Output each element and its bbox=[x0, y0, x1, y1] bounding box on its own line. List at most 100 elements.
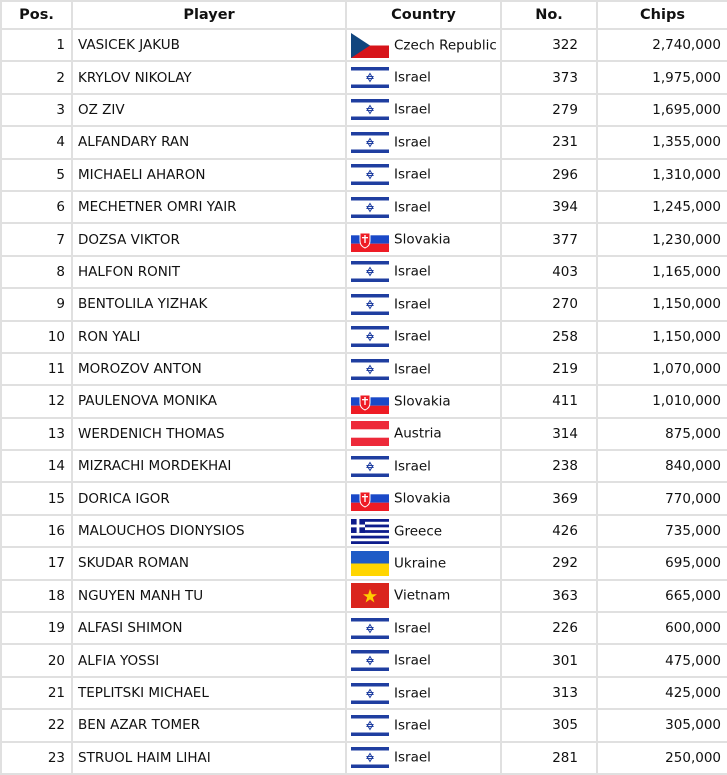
country-cell: Israel bbox=[345, 157, 502, 192]
position: 22 bbox=[0, 708, 73, 743]
flag-gr-icon bbox=[351, 518, 389, 544]
player-name: BENTOLILA YIZHAK bbox=[71, 287, 347, 322]
flag-il-icon bbox=[351, 648, 389, 674]
player-number: 394 bbox=[500, 189, 598, 225]
flag-sk-icon bbox=[351, 388, 389, 414]
position: 23 bbox=[0, 740, 73, 775]
position: 12 bbox=[0, 384, 73, 419]
country-name: Slovakia bbox=[394, 231, 451, 248]
country-cell: Israel bbox=[345, 643, 502, 678]
position: 14 bbox=[0, 449, 73, 484]
table-row: 10 RON YALI Israel 258 1,150,000 bbox=[0, 319, 727, 354]
position: 16 bbox=[0, 513, 73, 549]
table-row: 17 SKUDAR ROMAN Ukraine 292 695,000 bbox=[0, 546, 727, 581]
country-name: Israel bbox=[394, 69, 431, 86]
chip-count: 475,000 bbox=[596, 643, 727, 678]
country-name: Israel bbox=[394, 296, 431, 313]
player-name: RON YALI bbox=[71, 319, 347, 354]
chip-count: 1,010,000 bbox=[596, 384, 727, 419]
chip-count: 735,000 bbox=[596, 513, 727, 549]
flag-il-icon bbox=[351, 712, 389, 738]
position: 8 bbox=[0, 254, 73, 290]
header-country[interactable]: Country bbox=[345, 0, 502, 30]
player-name: ALFIA YOSSI bbox=[71, 643, 347, 678]
chip-count: 1,695,000 bbox=[596, 92, 727, 128]
chip-count: 1,230,000 bbox=[596, 222, 727, 257]
position: 17 bbox=[0, 546, 73, 581]
flag-il-icon bbox=[351, 324, 389, 350]
table-row: 13 WERDENICH THOMAS Austria 314 875,000 bbox=[0, 416, 727, 452]
table-row: 5 MICHAELI AHARON Israel 296 1,310,000 bbox=[0, 157, 727, 192]
position: 19 bbox=[0, 611, 73, 646]
header-pos[interactable]: Pos. bbox=[0, 0, 73, 30]
player-number: 270 bbox=[500, 287, 598, 322]
chip-count: 770,000 bbox=[596, 481, 727, 516]
player-name: WERDENICH THOMAS bbox=[71, 416, 347, 452]
table-row: 8 HALFON RONIT Israel 403 1,165,000 bbox=[0, 254, 727, 290]
flag-il-icon bbox=[351, 615, 389, 641]
header-player[interactable]: Player bbox=[71, 0, 347, 30]
country-name: Israel bbox=[394, 263, 431, 280]
header-row: Pos. Player Country No. Chips bbox=[0, 0, 727, 30]
flag-il-icon bbox=[351, 356, 389, 382]
country-cell: Israel bbox=[345, 319, 502, 354]
chip-count: 840,000 bbox=[596, 449, 727, 484]
position: 20 bbox=[0, 643, 73, 678]
country-name: Israel bbox=[394, 685, 431, 701]
table-row: 7 DOZSA VIKTOR Slovakia 377 1,230,000 bbox=[0, 222, 727, 257]
country-cell: Israel bbox=[345, 351, 502, 387]
table-row: 14 MIZRACHI MORDEKHAI Israel 238 840,000 bbox=[0, 449, 727, 484]
flag-vn-icon bbox=[351, 583, 389, 609]
flag-il-icon bbox=[351, 162, 389, 188]
player-number: 313 bbox=[500, 675, 598, 711]
country-name: Israel bbox=[394, 166, 431, 183]
player-name: DORICA IGOR bbox=[71, 481, 347, 516]
table-row: 1 VASICEK JAKUB Czech Republic 322 2,740… bbox=[0, 27, 727, 63]
player-name: OZ ZIV bbox=[71, 92, 347, 128]
player-name: STRUOL HAIM LIHAI bbox=[71, 740, 347, 775]
country-cell: Israel bbox=[345, 675, 502, 711]
player-name: TEPLITSKI MICHAEL bbox=[71, 675, 347, 711]
player-number: 305 bbox=[500, 708, 598, 743]
position: 7 bbox=[0, 222, 73, 257]
country-cell: Israel bbox=[345, 740, 502, 775]
flag-il-icon bbox=[351, 97, 389, 123]
country-name: Israel bbox=[394, 749, 431, 766]
country-cell: Israel bbox=[345, 125, 502, 160]
player-number: 373 bbox=[500, 60, 598, 95]
flag-at-icon bbox=[351, 421, 389, 447]
position: 21 bbox=[0, 675, 73, 711]
country-name: Austria bbox=[394, 425, 442, 442]
player-name: MOROZOV ANTON bbox=[71, 351, 347, 387]
country-name: Ukraine bbox=[394, 555, 447, 572]
country-name: Greece bbox=[394, 523, 443, 540]
player-name: ALFASI SHIMON bbox=[71, 611, 347, 646]
player-number: 314 bbox=[500, 416, 598, 452]
player-name: MALOUCHOS DIONYSIOS bbox=[71, 513, 347, 549]
header-no[interactable]: No. bbox=[500, 0, 598, 30]
country-cell: Slovakia bbox=[345, 481, 502, 516]
flag-il-icon bbox=[351, 453, 389, 479]
table-row: 12 PAULENOVA MONIKA Slovakia 411 1,010,0… bbox=[0, 384, 727, 419]
position: 9 bbox=[0, 287, 73, 322]
table-row: 6 MECHETNER OMRI YAIR Israel 394 1,245,0… bbox=[0, 189, 727, 225]
chip-count: 1,150,000 bbox=[596, 319, 727, 354]
country-name: Slovakia bbox=[394, 393, 451, 410]
country-name: Israel bbox=[394, 101, 431, 118]
country-cell: Slovakia bbox=[345, 384, 502, 419]
chip-count: 1,245,000 bbox=[596, 189, 727, 225]
position: 1 bbox=[0, 27, 73, 63]
country-cell: Israel bbox=[345, 708, 502, 743]
player-name: SKUDAR ROMAN bbox=[71, 546, 347, 581]
header-chips[interactable]: Chips bbox=[596, 0, 727, 30]
position: 15 bbox=[0, 481, 73, 516]
player-number: 363 bbox=[500, 578, 598, 614]
table-row: 3 OZ ZIV Israel 279 1,695,000 bbox=[0, 92, 727, 128]
table-row: 18 NGUYEN MANH TU Vietnam 363 665,000 bbox=[0, 578, 727, 614]
player-name: BEN AZAR TOMER bbox=[71, 708, 347, 743]
table-row: 21 TEPLITSKI MICHAEL Israel 313 425,000 bbox=[0, 675, 727, 711]
player-name: MECHETNER OMRI YAIR bbox=[71, 189, 347, 225]
player-name: DOZSA VIKTOR bbox=[71, 222, 347, 257]
table-row: 9 BENTOLILA YIZHAK Israel 270 1,150,000 bbox=[0, 287, 727, 322]
player-name: HALFON RONIT bbox=[71, 254, 347, 290]
